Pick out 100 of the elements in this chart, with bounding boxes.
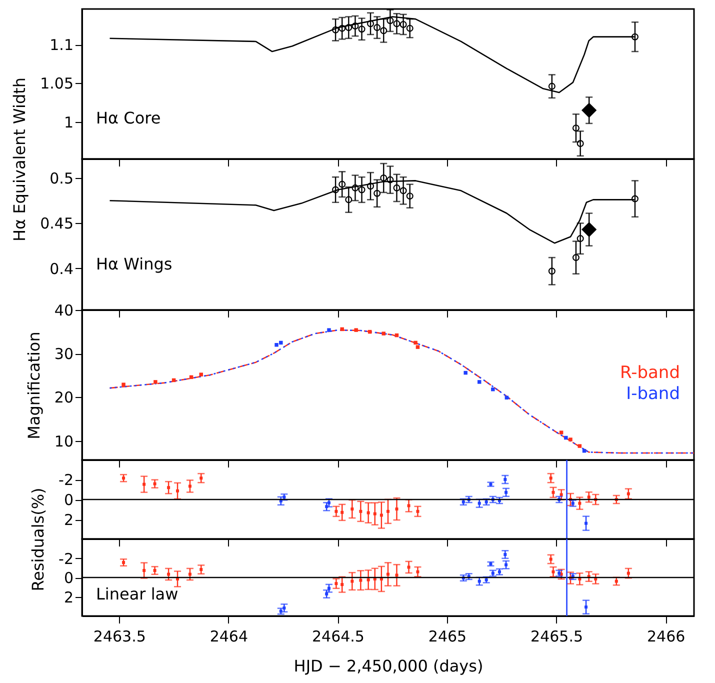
point — [393, 20, 400, 28]
point — [464, 370, 468, 375]
y-tick-label: 0 — [64, 569, 74, 587]
x-tick-label: 2464 — [210, 628, 248, 646]
point — [325, 505, 328, 508]
point — [477, 380, 482, 384]
point — [352, 184, 359, 192]
x-tick-label: 2463.5 — [93, 628, 146, 646]
point — [358, 186, 366, 194]
point — [274, 343, 278, 347]
point — [382, 332, 386, 336]
point — [395, 508, 398, 510]
y-tick-label: 1.1 — [50, 36, 74, 54]
point — [559, 430, 564, 434]
point — [167, 572, 170, 576]
point — [548, 82, 556, 90]
point — [564, 436, 568, 440]
point — [374, 24, 381, 32]
line-series — [109, 329, 695, 454]
point — [345, 196, 352, 204]
annotation: Hα Wings — [96, 254, 172, 274]
point — [340, 583, 344, 586]
point — [354, 328, 358, 332]
text: R-band — [620, 363, 680, 383]
point — [504, 563, 508, 566]
point — [359, 578, 362, 582]
point — [380, 514, 383, 517]
y-tick-label: 0.4 — [50, 260, 74, 278]
point — [327, 328, 331, 332]
point — [386, 572, 390, 576]
y-axis-title: Magnification — [24, 332, 44, 440]
point — [380, 174, 388, 182]
point — [282, 606, 286, 610]
point — [587, 496, 590, 499]
point — [631, 33, 638, 40]
point — [552, 490, 555, 494]
point — [578, 502, 582, 505]
point — [352, 22, 359, 30]
point — [332, 186, 340, 194]
y-tick-label: 0 — [64, 491, 74, 509]
point — [279, 340, 283, 345]
x-tick-label: 2465.5 — [530, 628, 584, 646]
point — [188, 572, 192, 576]
point — [374, 190, 381, 197]
y-tick-label: 0.45 — [40, 214, 74, 233]
point — [626, 572, 630, 575]
point — [414, 340, 418, 345]
point — [548, 268, 556, 275]
point — [340, 510, 344, 514]
point — [332, 26, 340, 34]
point — [626, 492, 630, 496]
point — [568, 438, 572, 442]
x-tick-label: 2464.5 — [312, 628, 364, 646]
point — [631, 195, 638, 202]
text: I-band — [626, 384, 680, 404]
point — [327, 501, 330, 504]
y-tick-label: 40 — [54, 302, 74, 320]
point — [338, 24, 346, 32]
point — [200, 568, 203, 572]
y-axis-title: Residuals(%) — [28, 488, 48, 592]
x-axis-title: HJD − 2,450,000 (days) — [294, 656, 484, 676]
point — [167, 486, 170, 490]
point — [416, 570, 420, 574]
point — [576, 140, 584, 148]
point — [142, 482, 146, 486]
point — [358, 26, 366, 33]
point — [478, 502, 481, 505]
point — [560, 493, 563, 496]
point — [576, 235, 584, 242]
point — [400, 187, 407, 194]
point — [393, 184, 400, 192]
annotation: Linear law — [96, 584, 178, 604]
point — [584, 522, 588, 525]
point — [552, 570, 555, 574]
point — [380, 27, 388, 34]
point — [504, 552, 507, 556]
point — [386, 17, 394, 24]
point — [367, 20, 374, 28]
point — [400, 20, 407, 28]
point — [154, 380, 158, 384]
point — [345, 24, 352, 32]
point — [416, 345, 420, 349]
point — [350, 508, 354, 510]
point — [350, 580, 354, 583]
point — [491, 387, 495, 392]
point — [142, 568, 146, 572]
point — [406, 192, 414, 200]
y-tick-label: -2 — [58, 471, 74, 489]
annotation: Hα Core — [96, 108, 161, 128]
point — [334, 582, 338, 586]
x-tick-label: 2466 — [646, 628, 686, 646]
point — [395, 574, 398, 577]
point — [478, 580, 481, 583]
y-tick-label: 2 — [64, 511, 74, 529]
point — [572, 124, 580, 132]
point — [325, 592, 328, 596]
point — [366, 511, 370, 514]
point — [407, 566, 410, 569]
point — [578, 444, 582, 448]
y-tick-label: 1 — [64, 113, 74, 132]
